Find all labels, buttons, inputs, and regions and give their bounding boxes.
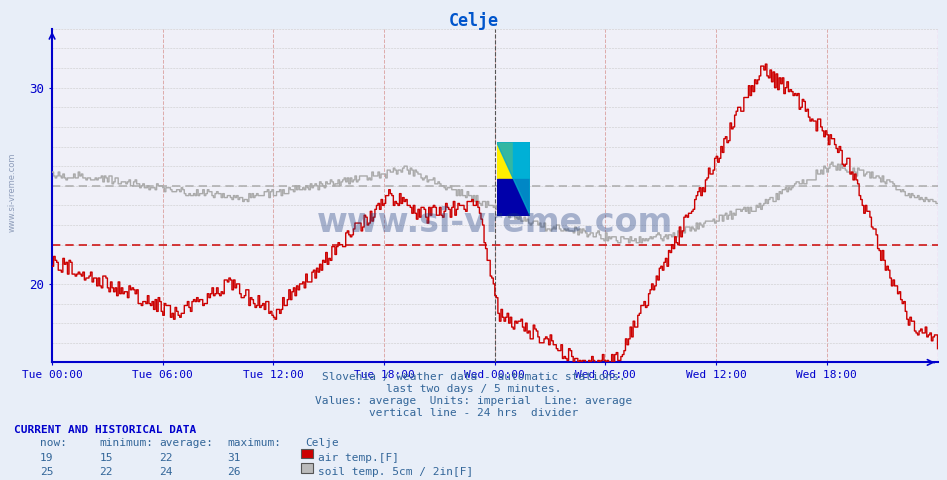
Text: Slovenia / weather data - automatic stations.: Slovenia / weather data - automatic stat… (322, 372, 625, 382)
Text: 22: 22 (99, 467, 113, 477)
Text: 25: 25 (40, 467, 53, 477)
Text: now:: now: (40, 438, 67, 448)
Text: 19: 19 (40, 453, 53, 463)
Text: www.si-vreme.com: www.si-vreme.com (316, 206, 673, 239)
Text: Celje: Celje (449, 12, 498, 30)
Text: www.si-vreme.com: www.si-vreme.com (8, 152, 17, 232)
Text: 24: 24 (159, 467, 172, 477)
Text: 31: 31 (227, 453, 241, 463)
Text: maximum:: maximum: (227, 438, 281, 448)
Text: air temp.[F]: air temp.[F] (318, 453, 400, 463)
Text: Values: average  Units: imperial  Line: average: Values: average Units: imperial Line: av… (314, 396, 633, 406)
Text: minimum:: minimum: (99, 438, 153, 448)
Text: 26: 26 (227, 467, 241, 477)
Text: CURRENT AND HISTORICAL DATA: CURRENT AND HISTORICAL DATA (14, 425, 196, 435)
Text: last two days / 5 minutes.: last two days / 5 minutes. (385, 384, 562, 394)
Text: average:: average: (159, 438, 213, 448)
Text: soil temp. 5cm / 2in[F]: soil temp. 5cm / 2in[F] (318, 467, 474, 477)
Text: Celje: Celje (305, 438, 339, 448)
Text: vertical line - 24 hrs  divider: vertical line - 24 hrs divider (369, 408, 578, 418)
Text: 22: 22 (159, 453, 172, 463)
Text: 15: 15 (99, 453, 113, 463)
